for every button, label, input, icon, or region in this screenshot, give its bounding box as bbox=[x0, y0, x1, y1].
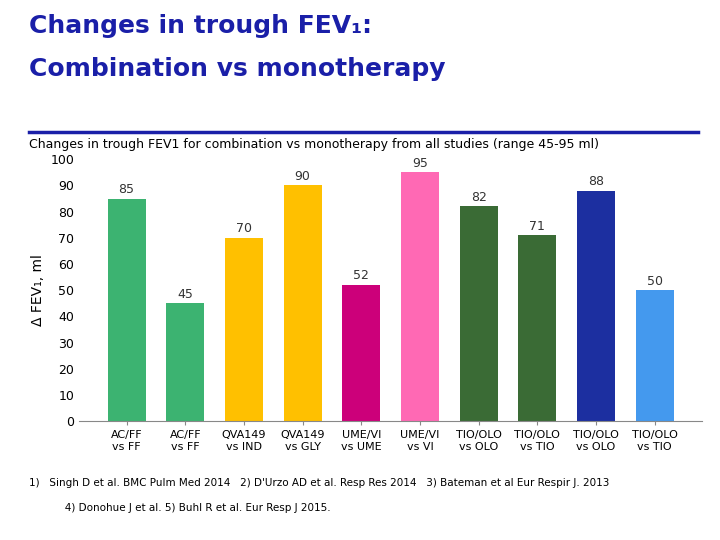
Text: 50: 50 bbox=[647, 275, 662, 288]
Bar bbox=[166, 303, 204, 421]
Bar bbox=[225, 238, 263, 421]
Text: Changes in trough FEV1 for combination vs monotherapy from all studies (range 45: Changes in trough FEV1 for combination v… bbox=[29, 138, 599, 151]
Bar bbox=[342, 285, 380, 421]
Bar bbox=[107, 199, 145, 421]
Text: 1)   Singh D et al. BMC Pulm Med 2014   2) D'Urzo AD et al. Resp Res 2014   3) B: 1) Singh D et al. BMC Pulm Med 2014 2) D… bbox=[29, 478, 609, 488]
Bar bbox=[401, 172, 439, 421]
Text: 85: 85 bbox=[119, 183, 135, 196]
Y-axis label: Δ FEV₁, ml: Δ FEV₁, ml bbox=[31, 254, 45, 326]
Text: 4) Donohue J et al. 5) Buhl R et al. Eur Resp J 2015.: 4) Donohue J et al. 5) Buhl R et al. Eur… bbox=[29, 503, 330, 514]
Text: 95: 95 bbox=[412, 157, 428, 170]
Bar bbox=[284, 186, 322, 421]
Text: 70: 70 bbox=[236, 222, 252, 235]
Text: Changes in trough FEV₁:: Changes in trough FEV₁: bbox=[29, 14, 372, 37]
Text: 45: 45 bbox=[177, 288, 193, 301]
Text: 90: 90 bbox=[294, 170, 310, 183]
Text: 71: 71 bbox=[529, 220, 545, 233]
Bar bbox=[636, 291, 674, 421]
Text: 88: 88 bbox=[588, 175, 604, 188]
Bar bbox=[518, 235, 557, 421]
Text: 52: 52 bbox=[354, 269, 369, 282]
Bar bbox=[459, 206, 498, 421]
Text: 82: 82 bbox=[471, 191, 487, 204]
Bar bbox=[577, 191, 615, 421]
Text: Combination vs monotherapy: Combination vs monotherapy bbox=[29, 57, 445, 80]
